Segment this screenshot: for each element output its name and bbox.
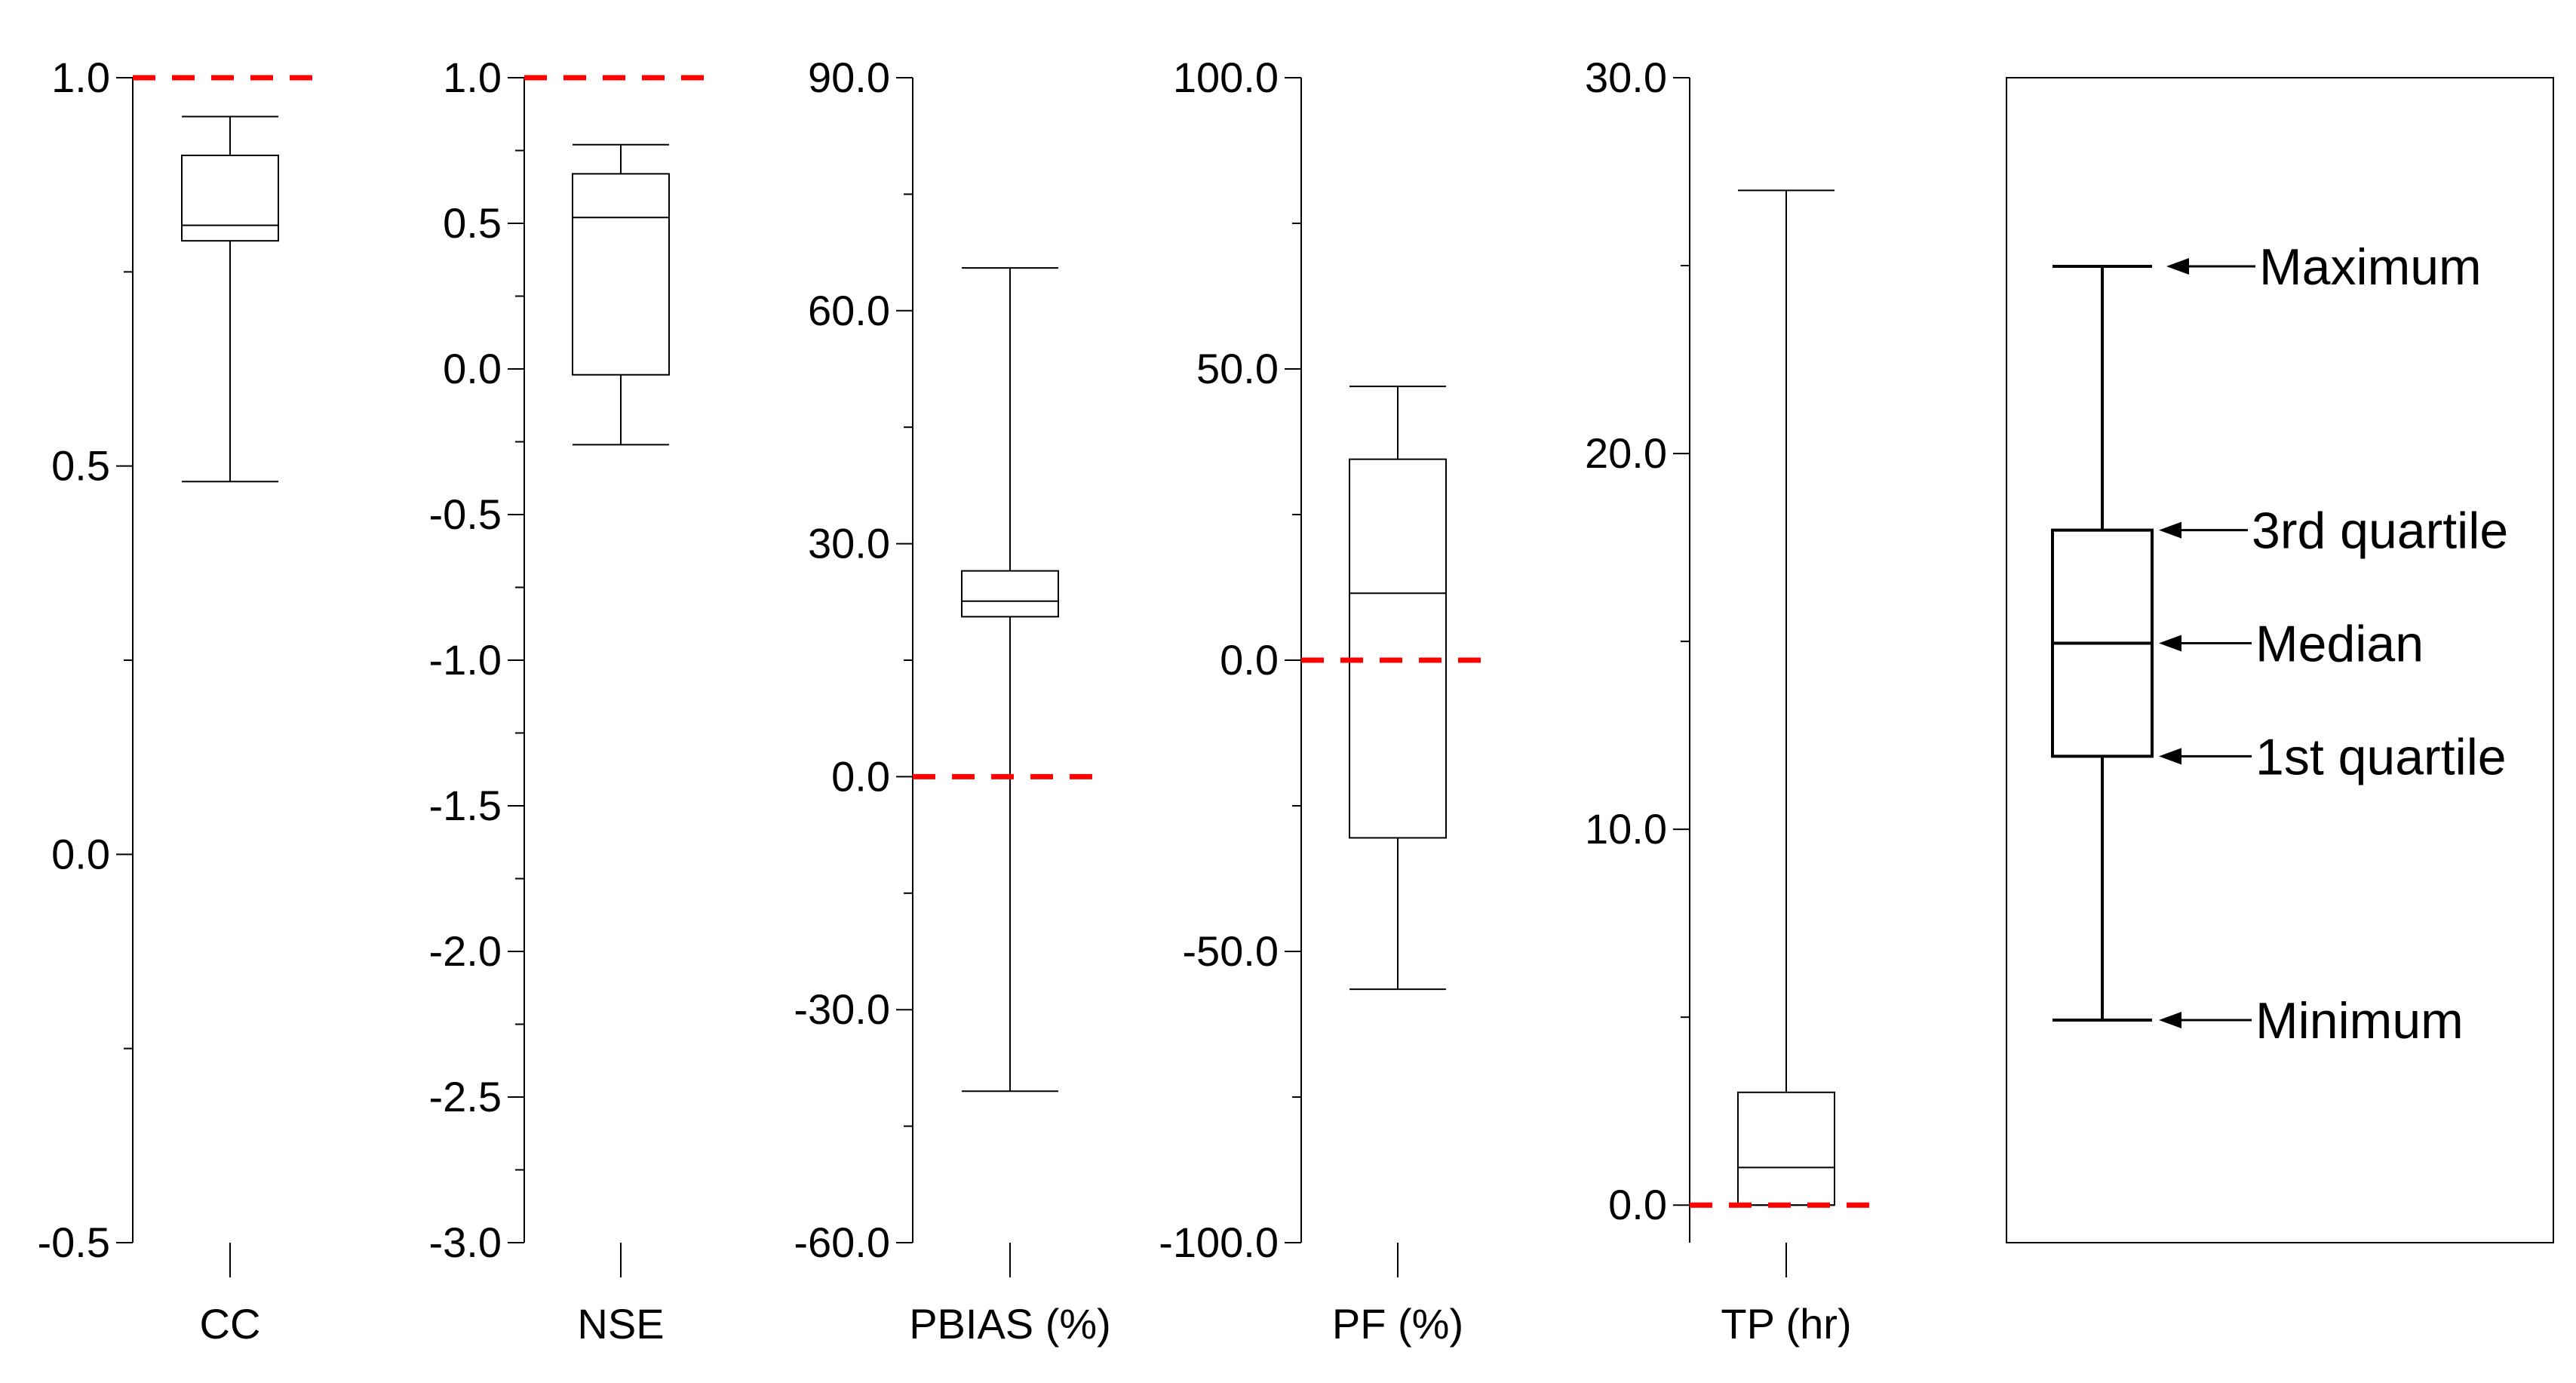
- legend-label-min: Minimum: [2255, 992, 2464, 1050]
- x-axis-label: PF (%): [1332, 1300, 1463, 1348]
- tick-label: 50.0: [1196, 345, 1279, 392]
- iqr-box: [572, 173, 670, 376]
- legend-arrow-head: [2159, 635, 2181, 652]
- iqr-box: [181, 154, 279, 242]
- iqr-box: [1349, 458, 1447, 839]
- tick-label: 0.0: [443, 345, 502, 392]
- tick-label: -0.5: [429, 490, 502, 538]
- tick-label: 20.0: [1585, 429, 1667, 477]
- iqr-box: [1737, 1091, 1835, 1206]
- legend-label-median: Median: [2255, 616, 2424, 673]
- tick-label: -50.0: [1182, 927, 1279, 975]
- tick-label: 0.0: [51, 830, 110, 877]
- tick-label: -2.0: [429, 927, 502, 975]
- legend-panel: Maximum 3rd quartile Median 1st quartile Min…: [2006, 77, 2554, 1243]
- legend-label-q3: 3rd quartile: [2252, 502, 2508, 560]
- tick-label: 10.0: [1585, 805, 1667, 853]
- legend-arrow-head: [2159, 1012, 2181, 1028]
- tick-label: 0.5: [443, 199, 502, 247]
- tick-label: 60.0: [808, 287, 890, 334]
- tick-label: -60.0: [794, 1219, 890, 1266]
- tick-label: -100.0: [1159, 1219, 1279, 1266]
- tick-label: 0.5: [51, 442, 110, 490]
- tick-label: 0.0: [831, 752, 890, 800]
- panel-4: 100.0 50.0 0.0 -50.0 -100.0 PF (%): [1159, 54, 1494, 1348]
- x-axis-label: NSE: [577, 1300, 664, 1348]
- tick-label: 30.0: [1585, 54, 1667, 101]
- panel-2: 1.0 0.5 0.0 -0.5 -1.0 -1.5 -2.0 -2.5 -3.0 NSE: [429, 54, 706, 1348]
- tick-label: 0.0: [1220, 636, 1279, 684]
- panel-1: 1.0 0.5 0.0 -0.5 CC: [38, 54, 329, 1348]
- x-axis-label: CC: [200, 1300, 261, 1348]
- tick-label: 30.0: [808, 520, 890, 567]
- legend-label-max: Maximum: [2259, 238, 2482, 296]
- tick-label: 1.0: [51, 54, 110, 101]
- tick-label: 0.0: [1608, 1181, 1667, 1228]
- legend-arrow-head: [2166, 258, 2189, 275]
- tick-label: -0.5: [38, 1219, 111, 1266]
- legend-label-q1: 1st quartile: [2255, 728, 2507, 785]
- tick-label: 90.0: [808, 54, 890, 101]
- tick-label: -1.0: [429, 636, 502, 684]
- tick-label: 100.0: [1173, 54, 1279, 101]
- panel-5: 30.0 20.0 10.0 0.0 TP (hr): [1585, 54, 1883, 1348]
- legend-frame: [2006, 77, 2554, 1243]
- legend-arrow-head: [2159, 748, 2181, 765]
- tick-label: -3.0: [429, 1219, 502, 1266]
- legend-arrow-head: [2159, 521, 2181, 539]
- tick-label: -1.5: [429, 782, 502, 829]
- iqr-box: [961, 570, 1059, 618]
- tick-label: 1.0: [443, 54, 502, 101]
- tick-label: -30.0: [794, 985, 890, 1033]
- x-axis-label: PBIAS (%): [909, 1300, 1111, 1348]
- tick-label: -2.5: [429, 1073, 502, 1120]
- x-axis-label: TP (hr): [1721, 1300, 1851, 1348]
- panel-3: 90.0 60.0 30.0 0.0 -30.0 -60.0 PBIAS (%): [794, 54, 1110, 1348]
